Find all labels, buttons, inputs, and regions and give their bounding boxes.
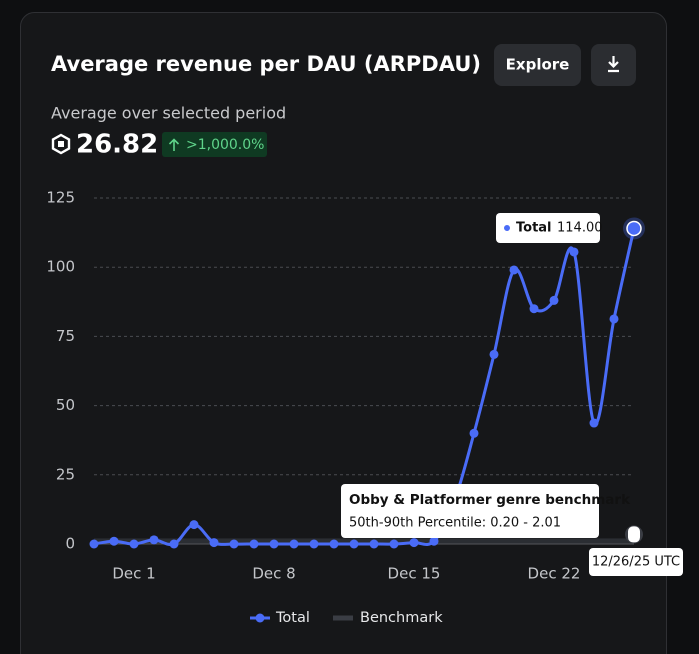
benchmark-range: 50th-90th Percentile: 0.20 - 2.01 bbox=[349, 516, 561, 531]
date-label: 12/26/25 UTC bbox=[592, 555, 680, 570]
title: Average revenue per DAU (ARPDAU) bbox=[51, 52, 481, 76]
legend-benchmark: Benchmark bbox=[360, 610, 443, 626]
y-tick-label: 25 bbox=[56, 465, 75, 483]
y-tick-label: 75 bbox=[56, 327, 75, 345]
point bbox=[109, 536, 119, 546]
point bbox=[189, 520, 199, 530]
benchmark-tooltip bbox=[341, 484, 599, 538]
point bbox=[309, 539, 319, 549]
x-tick-label: Dec 8 bbox=[252, 565, 295, 583]
y-tick-label: 0 bbox=[65, 535, 75, 553]
point bbox=[269, 539, 279, 549]
point bbox=[249, 539, 259, 549]
point bbox=[89, 539, 99, 549]
average-value: 26.82 bbox=[76, 130, 158, 160]
x-tick-label: Dec 15 bbox=[388, 565, 441, 583]
point bbox=[626, 220, 642, 237]
date-tooltip bbox=[589, 548, 683, 576]
benchmark-title: Obby & Platformer genre benchmark bbox=[349, 492, 631, 508]
legend-total-dot bbox=[255, 613, 265, 623]
explore-label[interactable]: Explore bbox=[506, 56, 570, 74]
y-tick-label: 125 bbox=[46, 189, 75, 207]
x-tick-label: Dec 22 bbox=[528, 565, 581, 583]
subtitle: Average over selected period bbox=[51, 104, 286, 123]
point bbox=[569, 247, 579, 257]
tooltip-value: 114.00 bbox=[557, 221, 603, 236]
point bbox=[149, 535, 159, 545]
change-badge bbox=[162, 132, 267, 157]
point bbox=[509, 265, 519, 275]
legend-total: Total bbox=[275, 610, 310, 626]
tooltip-name: Total bbox=[516, 221, 552, 236]
explore-button[interactable] bbox=[494, 44, 581, 86]
point bbox=[209, 538, 219, 548]
point bbox=[429, 536, 439, 546]
point bbox=[169, 539, 179, 549]
benchmark-knob-inner bbox=[628, 526, 640, 543]
point bbox=[469, 428, 479, 438]
y-tick-label: 50 bbox=[56, 396, 75, 414]
point bbox=[389, 539, 399, 549]
point bbox=[609, 314, 619, 324]
point bbox=[489, 349, 499, 359]
point bbox=[549, 295, 559, 305]
point bbox=[529, 304, 539, 314]
point bbox=[289, 539, 299, 549]
point bbox=[409, 538, 419, 548]
y-tick-label: 100 bbox=[46, 258, 75, 276]
point bbox=[589, 418, 599, 428]
change-value: >1,000.0% bbox=[186, 137, 264, 153]
point bbox=[229, 539, 239, 549]
robux-icon bbox=[51, 133, 71, 155]
point bbox=[329, 539, 339, 549]
up-arrow bbox=[168, 138, 180, 151]
point bbox=[349, 539, 359, 549]
benchmark-band bbox=[94, 538, 634, 544]
download-icon[interactable] bbox=[608, 56, 619, 73]
x-tick-label: Dec 1 bbox=[112, 565, 155, 583]
point bbox=[129, 539, 139, 549]
point bbox=[369, 539, 379, 549]
tooltip-swatch bbox=[504, 225, 510, 231]
total-tooltip bbox=[496, 213, 600, 243]
